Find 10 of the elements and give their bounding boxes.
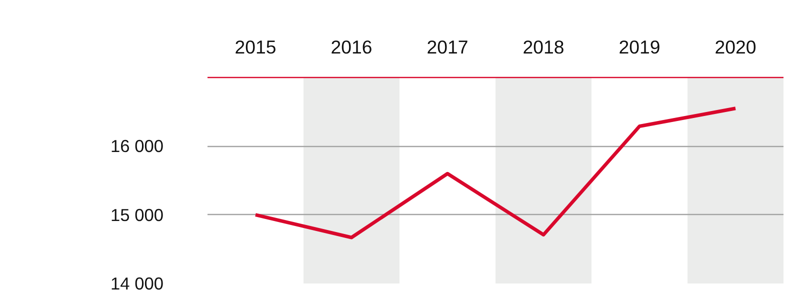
- y-tick-label: 16 000: [110, 136, 164, 156]
- x-tick-label: 2019: [618, 36, 660, 58]
- x-tick-label: 2017: [426, 36, 468, 58]
- y-tick-label: 14 000: [110, 274, 164, 294]
- x-tick-label: 2016: [330, 36, 372, 58]
- x-tick-label: 2018: [522, 36, 564, 58]
- y-tick-label: 15 000: [110, 204, 164, 225]
- x-tick-label: 2015: [234, 36, 276, 58]
- x-tick-label: 2020: [714, 36, 756, 58]
- line-series: [254, 106, 738, 240]
